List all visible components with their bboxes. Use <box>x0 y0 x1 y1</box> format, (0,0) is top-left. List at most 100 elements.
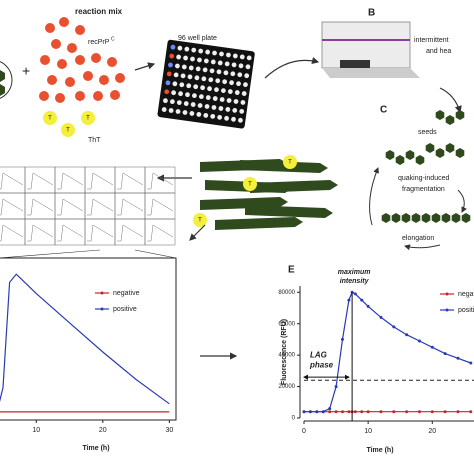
mini-curve <box>117 224 144 242</box>
well <box>189 111 195 116</box>
well <box>174 63 180 69</box>
legend-marker <box>445 292 449 296</box>
well <box>212 96 218 101</box>
well <box>246 55 252 61</box>
tht-symbol: T <box>288 160 292 166</box>
well <box>203 58 209 64</box>
arrow <box>189 224 206 241</box>
well <box>182 110 188 115</box>
well <box>230 71 236 77</box>
hexagon <box>435 148 445 158</box>
data-point <box>360 298 364 302</box>
x-tick-label: 30 <box>165 427 173 434</box>
y-tick-label: 60000 <box>278 321 295 327</box>
well <box>165 80 171 86</box>
hexagon <box>421 213 431 223</box>
fibril <box>240 160 328 173</box>
mini-curve <box>0 172 24 190</box>
well <box>197 103 203 108</box>
well <box>203 113 209 118</box>
well <box>169 99 175 105</box>
well <box>163 98 168 104</box>
well <box>233 99 239 104</box>
mini-curve <box>87 172 114 190</box>
well <box>179 82 185 88</box>
panel-c: C seeds quaking-induced fragmentation el… <box>369 105 471 251</box>
well <box>219 97 225 102</box>
data-point <box>443 352 447 356</box>
tht-dot <box>283 155 297 169</box>
annotation: intensity <box>340 278 370 285</box>
y-tick-label: 40000 <box>278 353 295 359</box>
legend-marker <box>100 307 104 311</box>
plot-frame <box>0 257 177 421</box>
data-point <box>366 410 370 414</box>
fibril <box>245 205 333 218</box>
y-tick-label: 20000 <box>278 384 295 390</box>
y-tick-label: 80000 <box>278 290 295 296</box>
mini-plots <box>0 166 176 246</box>
data-point <box>379 315 383 319</box>
well <box>217 114 223 120</box>
well <box>177 45 183 51</box>
well <box>226 98 232 103</box>
data-point <box>347 410 351 414</box>
label: quaking-induced <box>398 175 449 182</box>
well <box>205 49 211 55</box>
x-axis-label: Time (h) <box>366 447 393 454</box>
mini-curve <box>0 224 24 242</box>
x-tick-label: 20 <box>99 427 107 434</box>
mini-curve <box>0 198 24 216</box>
well <box>212 50 217 56</box>
hexagon <box>415 155 425 165</box>
label: seeds <box>418 129 437 136</box>
hexagon <box>441 213 451 223</box>
well <box>239 108 245 114</box>
hexagon <box>381 213 391 223</box>
hexagon <box>455 110 465 120</box>
mini-curve <box>87 198 114 216</box>
hexagon <box>445 143 455 153</box>
data-point <box>430 345 434 349</box>
data-point <box>328 407 332 411</box>
data-point <box>334 410 338 414</box>
hexagon <box>0 84 5 96</box>
well <box>190 102 196 107</box>
mini-plot <box>144 218 176 246</box>
label: C <box>111 36 115 42</box>
well <box>240 100 246 105</box>
data-point <box>347 298 351 302</box>
arrow <box>369 167 379 226</box>
well <box>202 67 208 73</box>
mini-curve <box>117 198 144 216</box>
label: recPrP <box>88 39 110 46</box>
annotation: LAG <box>310 350 327 359</box>
series-line <box>0 273 170 405</box>
well <box>171 90 177 96</box>
y-tick-label: 0 <box>292 416 296 422</box>
panel-a: + reaction mix recPrP C T T T ThT 96 wel… <box>0 7 320 144</box>
label: 96 well plate <box>178 35 217 42</box>
data-point <box>366 304 370 308</box>
tht-symbol: T <box>66 128 70 134</box>
hexagon <box>425 143 435 153</box>
protein-dots <box>39 17 125 103</box>
data-point <box>392 325 396 329</box>
well <box>200 85 206 91</box>
mini-curve <box>147 224 174 242</box>
hexagon <box>401 213 411 223</box>
tht-symbol: T <box>198 218 202 224</box>
well <box>224 61 230 67</box>
well <box>188 65 194 71</box>
hexagon <box>461 213 471 223</box>
mini-curve <box>57 224 84 242</box>
zoom-line <box>0 249 101 259</box>
x-tick-label: 0 <box>302 428 306 435</box>
mini-plot <box>0 192 26 220</box>
data-point <box>430 410 434 414</box>
well <box>216 69 222 75</box>
data-point <box>379 410 383 414</box>
well <box>172 81 178 87</box>
well <box>168 108 174 113</box>
